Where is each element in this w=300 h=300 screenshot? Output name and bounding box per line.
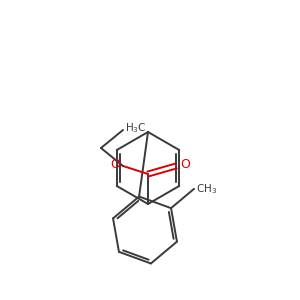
Text: CH$_3$: CH$_3$: [196, 182, 217, 196]
Text: O: O: [180, 158, 190, 170]
Text: H$_3$C: H$_3$C: [125, 121, 147, 135]
Text: O: O: [110, 158, 120, 170]
